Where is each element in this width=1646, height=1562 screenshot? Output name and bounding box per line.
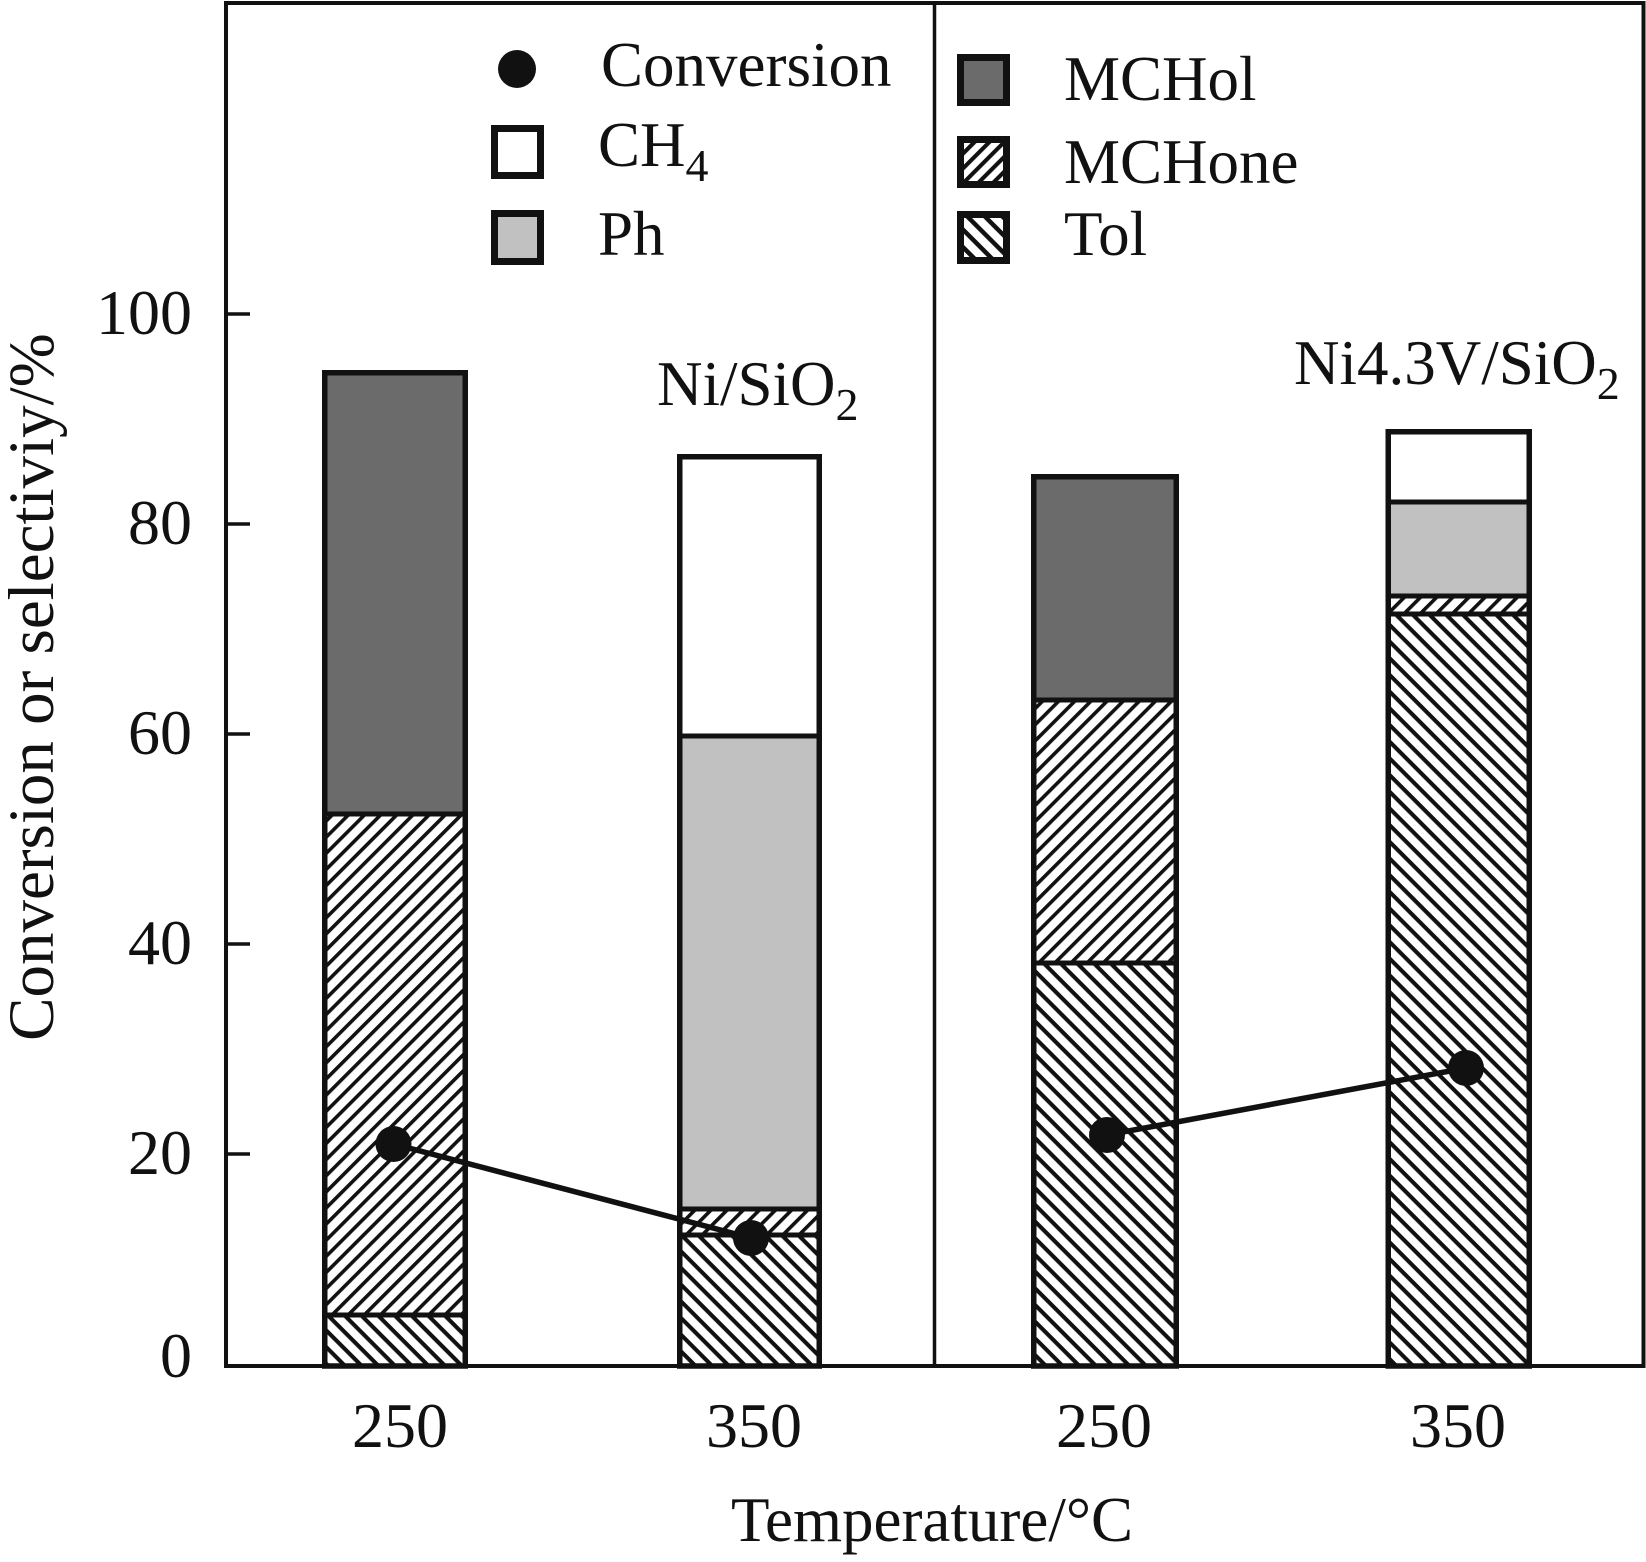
- svg-text:250: 250: [1056, 1390, 1152, 1461]
- svg-text:20: 20: [128, 1117, 192, 1188]
- svg-text:MCHol: MCHol: [1064, 44, 1257, 114]
- svg-text:Temperature/°C: Temperature/°C: [731, 1485, 1133, 1555]
- svg-text:Tol: Tol: [1064, 199, 1147, 269]
- svg-text:100: 100: [96, 277, 192, 348]
- svg-text:350: 350: [706, 1390, 802, 1461]
- svg-text:Ph: Ph: [598, 199, 665, 269]
- svg-text:250: 250: [352, 1390, 448, 1461]
- svg-text:80: 80: [128, 487, 192, 558]
- svg-text:Conversion or selectiviy/%: Conversion or selectiviy/%: [0, 333, 68, 1041]
- svg-text:Ni4.3V/SiO2: Ni4.3V/SiO2: [1294, 328, 1620, 409]
- svg-text:Ni/SiO2: Ni/SiO2: [657, 349, 859, 430]
- svg-text:0: 0: [160, 1320, 192, 1391]
- svg-text:60: 60: [128, 697, 192, 768]
- svg-text:MCHone: MCHone: [1064, 127, 1299, 197]
- svg-text:350: 350: [1410, 1390, 1506, 1461]
- svg-text:Conversion: Conversion: [601, 30, 891, 100]
- svg-text:40: 40: [128, 907, 192, 978]
